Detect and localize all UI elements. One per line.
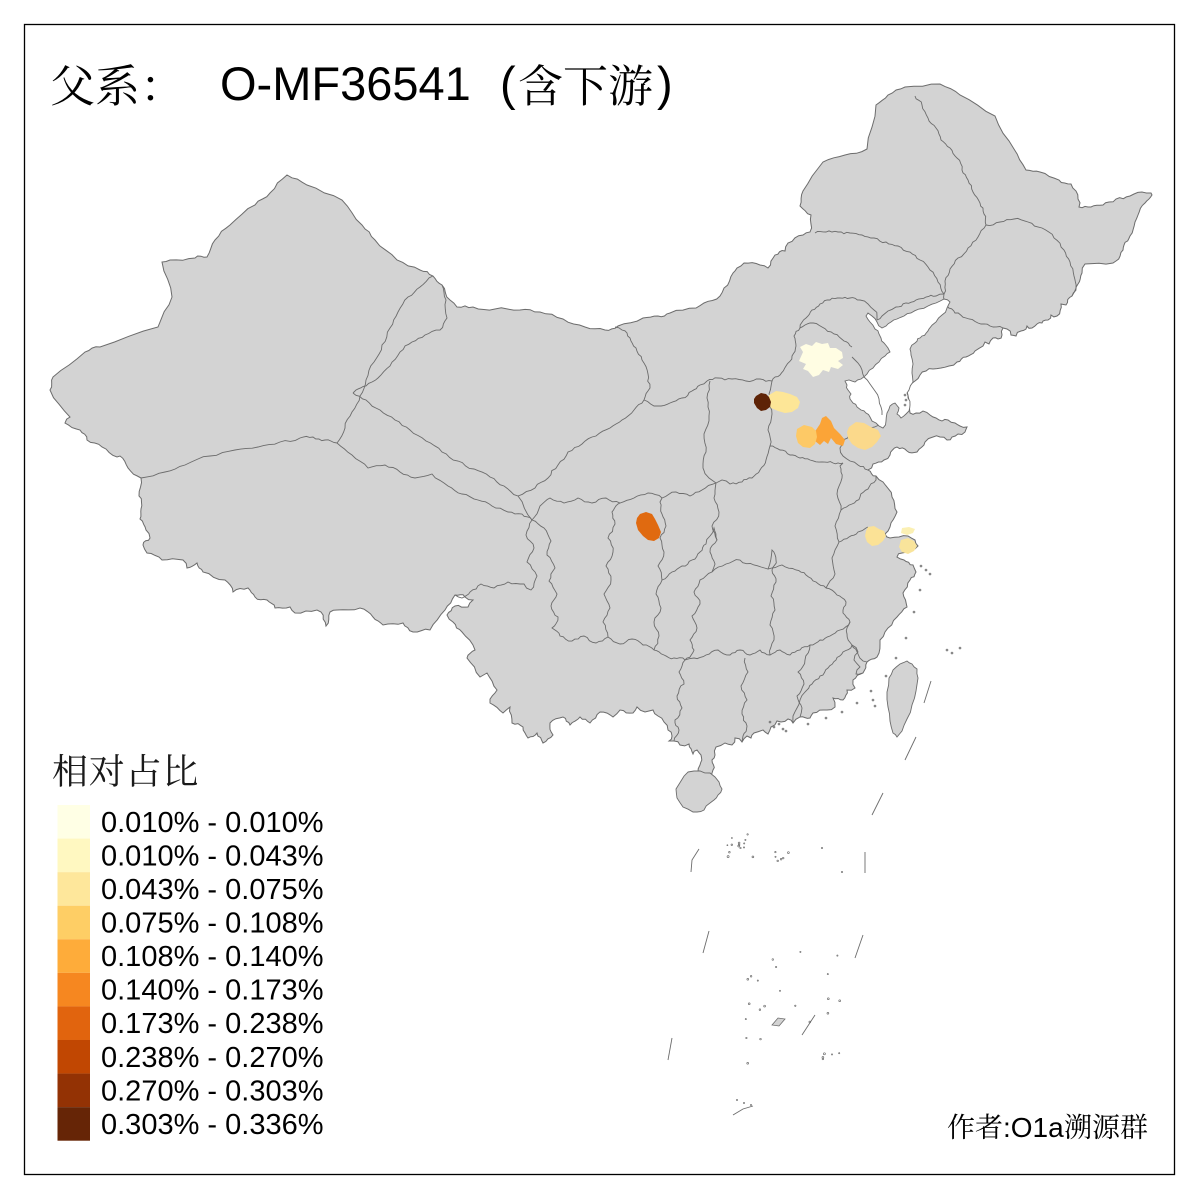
svg-text:0.075% - 0.108%: 0.075% - 0.108% [101, 908, 323, 940]
svg-text:0.108% - 0.140%: 0.108% - 0.140% [101, 941, 323, 973]
svg-text:0.043% - 0.075%: 0.043% - 0.075% [101, 874, 323, 906]
svg-text:O-MF36541: O-MF36541 [220, 57, 471, 110]
svg-text:(: ( [500, 57, 516, 110]
svg-text:0.270% - 0.303%: 0.270% - 0.303% [101, 1075, 323, 1107]
svg-text:0.140% - 0.173%: 0.140% - 0.173% [101, 975, 323, 1007]
svg-text:0.010% - 0.010%: 0.010% - 0.010% [101, 807, 323, 839]
svg-text:0.010% - 0.043%: 0.010% - 0.043% [101, 840, 323, 872]
svg-text::O1a: :O1a [1003, 1112, 1064, 1143]
svg-text:0.173% - 0.238%: 0.173% - 0.238% [101, 1008, 323, 1040]
svg-text:): ) [657, 57, 673, 110]
svg-text:0.303% - 0.336%: 0.303% - 0.336% [101, 1109, 323, 1141]
svg-text:0.238% - 0.270%: 0.238% - 0.270% [101, 1042, 323, 1074]
